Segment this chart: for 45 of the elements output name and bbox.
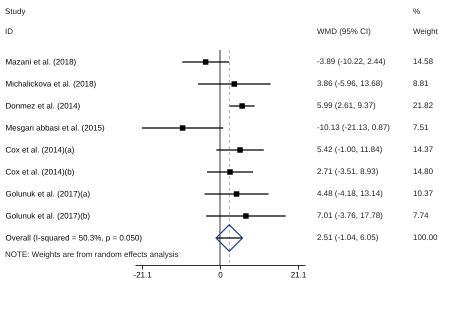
- text: -10.13 (-21.13, 0.87): [317, 123, 390, 132]
- point: [180, 125, 186, 131]
- point: [202, 59, 208, 65]
- text: 2.71 (-3.51, 8.93): [317, 167, 379, 176]
- text: 10.37: [413, 189, 434, 198]
- text: 5.99 (2.61, 9.37): [317, 101, 376, 110]
- text: WMD (95% CI): [317, 27, 372, 36]
- text: 21.82: [413, 101, 434, 110]
- text: 7.74: [413, 211, 430, 220]
- y-tick-label: Mazani et al. (2018): [6, 58, 77, 66]
- y-tick-label: Golunuk et al. (2017)(b): [6, 212, 90, 220]
- y-tick-label: Golunuk et al. (2017)(a): [6, 190, 90, 198]
- y-tick-label: Donmez et al. (2014): [6, 102, 81, 110]
- text: 100.00: [413, 233, 438, 242]
- y-tick-label: Overall (I-squared = 50.3%, p = 0.050): [6, 234, 142, 242]
- y-tick-label: Cox et al. (2014)(a): [6, 146, 75, 154]
- text: 7.01 (-3.76, 17.78): [317, 211, 384, 220]
- text: ID: [5, 27, 14, 36]
- text: 5.42 (-1.00, 11.84): [317, 145, 383, 154]
- x-tick-label: 0: [218, 270, 224, 280]
- y-tick-label: Mesgari abbasi et al. (2015): [6, 124, 105, 132]
- point: [215, 224, 244, 252]
- point: [227, 169, 233, 175]
- text: Weight: [413, 27, 439, 36]
- text: 14.80: [413, 167, 434, 176]
- point: [243, 213, 249, 219]
- text: %: [413, 7, 420, 16]
- text: 7.51: [413, 123, 430, 132]
- y-tick-label: Michalickova et al. (2018): [6, 80, 97, 88]
- text: 4.48 (-4.18, 13.14): [317, 189, 384, 198]
- y-tick-label: Cox et al. (2014)(b): [6, 168, 75, 176]
- text: 14.37: [413, 145, 434, 154]
- annotation: NOTE: Weights are from random effects analysis: [5, 250, 179, 259]
- point: [232, 81, 238, 87]
- x-tick-label: 21.1: [290, 270, 307, 280]
- text: -3.89 (-10.22, 2.44): [317, 57, 386, 66]
- x-tick-label: -21.1: [133, 270, 152, 280]
- text: 2.51 (-1.04, 6.05): [317, 233, 379, 242]
- text: Study: [5, 7, 26, 16]
- point: [237, 147, 243, 153]
- text: 14.58: [413, 57, 434, 66]
- text: 8.81: [413, 79, 430, 88]
- point: [234, 191, 240, 197]
- text: 3.86 (-5.96, 13.68): [317, 79, 384, 88]
- point: [239, 103, 245, 109]
